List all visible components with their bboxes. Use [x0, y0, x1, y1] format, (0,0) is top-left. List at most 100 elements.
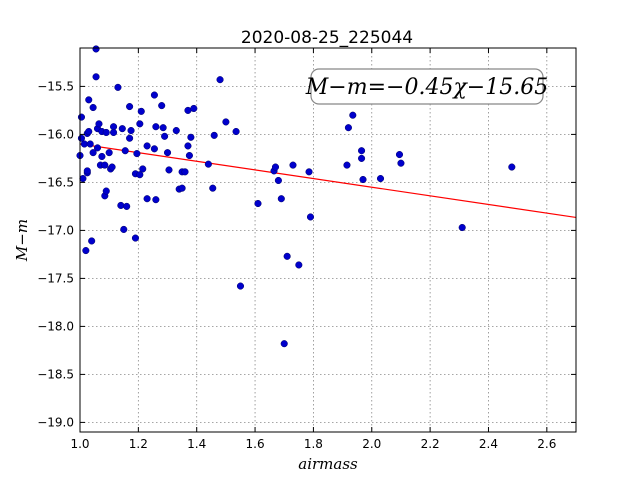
data-point — [163, 149, 172, 157]
data-point — [343, 161, 351, 169]
data-point — [508, 163, 516, 171]
data-point — [126, 103, 134, 111]
fit-equation-text: M−m=−0.45χ−15.65 — [305, 75, 548, 100]
data-point — [376, 175, 385, 183]
data-point — [137, 107, 145, 115]
data-point — [274, 176, 282, 185]
data-point — [187, 133, 195, 141]
data-point — [82, 247, 90, 255]
data-point — [289, 161, 297, 169]
data-point — [114, 83, 122, 91]
y-tick-label: −17.0 — [37, 223, 74, 237]
data-point — [102, 128, 110, 137]
data-point — [102, 187, 110, 195]
data-point — [216, 76, 224, 84]
data-point — [254, 199, 262, 208]
data-point — [165, 166, 173, 174]
y-tick-label: −15.5 — [37, 79, 74, 93]
data-point — [159, 124, 167, 132]
data-point — [95, 120, 103, 128]
fit-line-group — [79, 143, 577, 219]
data-point — [123, 202, 131, 210]
data-point — [458, 223, 466, 232]
data-point — [126, 134, 134, 142]
data-point — [305, 168, 313, 176]
data-point — [295, 261, 303, 269]
x-tick-label: 1.6 — [246, 437, 265, 451]
data-point — [89, 149, 97, 157]
data-point — [158, 102, 166, 110]
data-point — [110, 128, 118, 137]
data-point — [131, 234, 139, 242]
plot-frame — [79, 47, 577, 433]
data-point — [181, 168, 189, 176]
data-point — [271, 163, 280, 171]
data-point — [349, 111, 357, 119]
y-tick-label: −17.5 — [37, 271, 74, 285]
data-point — [359, 175, 367, 184]
data-point — [86, 140, 94, 148]
data-point — [85, 127, 93, 136]
data-point — [93, 144, 102, 152]
data-point — [136, 120, 144, 128]
data-point — [77, 113, 86, 121]
data-point — [133, 150, 141, 158]
x-tick-label: 1.8 — [304, 437, 323, 451]
axis-ticks: 1.0 1.2 1.4 1.6 1.8 2.0 2.2 2.4 2.6 −15.5 −16.0 −16… — [37, 48, 576, 451]
grid-lines — [79, 48, 576, 432]
data-point — [127, 127, 135, 135]
x-tick-label: 2.4 — [479, 437, 498, 451]
data-point — [150, 145, 158, 153]
data-point — [397, 159, 405, 167]
data-point — [358, 147, 366, 155]
data-point — [280, 340, 288, 348]
data-point — [92, 73, 100, 81]
data-point — [120, 225, 128, 233]
data-point — [209, 184, 217, 192]
data-point — [92, 45, 100, 53]
x-tick-label: 2.2 — [421, 437, 440, 451]
data-point — [150, 91, 158, 99]
data-point — [136, 171, 144, 179]
data-point — [143, 142, 151, 150]
data-point — [204, 160, 212, 168]
fit-equation-annotation: M−m=−0.45χ−15.65 — [305, 68, 548, 105]
data-point — [117, 201, 125, 209]
data-point — [105, 149, 113, 157]
data-point — [395, 151, 404, 159]
data-point — [210, 131, 218, 139]
data-point — [98, 152, 106, 161]
x-tick-label: 2.0 — [362, 437, 381, 451]
data-point — [83, 167, 91, 175]
data-point — [190, 104, 198, 113]
data-point — [283, 252, 291, 260]
y-tick-label: −16.5 — [37, 175, 74, 189]
data-point — [222, 118, 230, 126]
y-tick-label: −16.0 — [37, 127, 74, 141]
data-point — [139, 165, 147, 173]
data-point — [118, 125, 126, 133]
data-point — [101, 161, 109, 169]
data-point — [236, 282, 245, 290]
data-point — [172, 127, 180, 135]
x-tick-label: 2.6 — [537, 437, 556, 451]
data-point — [152, 123, 160, 131]
x-tick-label: 1.4 — [187, 437, 206, 451]
data-point — [121, 147, 129, 155]
data-point — [88, 237, 96, 245]
data-point — [89, 103, 97, 112]
data-point — [85, 96, 93, 104]
data-point — [143, 195, 151, 203]
data-point — [184, 142, 192, 150]
data-points — [76, 45, 516, 348]
data-point — [108, 163, 116, 171]
data-point — [344, 124, 352, 132]
data-point — [152, 196, 160, 204]
y-tick-label: −19.0 — [37, 415, 74, 429]
data-point — [232, 127, 240, 136]
data-point — [79, 175, 87, 183]
data-point — [277, 195, 285, 203]
data-point — [161, 132, 169, 140]
y-tick-label: −18.0 — [37, 319, 74, 333]
y-tick-label: −18.5 — [37, 367, 74, 381]
